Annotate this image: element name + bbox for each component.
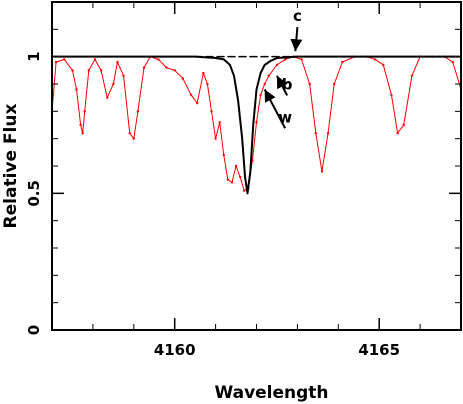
observed-spectrum-point — [390, 93, 393, 97]
observed-spectrum-point — [93, 58, 97, 61]
y-tick-label: 0 — [25, 325, 43, 335]
observed-spectrum-point — [255, 121, 258, 124]
x-tick-label: 4165 — [358, 341, 400, 359]
observed-spectrum-point — [136, 110, 140, 113]
observed-spectrum-point — [402, 123, 405, 127]
observed-spectrum-point — [71, 69, 74, 72]
observed-spectrum-point — [206, 82, 209, 86]
y-tick-label: 0.5 — [25, 180, 43, 207]
annotation-arrow-b — [276, 75, 289, 96]
observed-spectrum-point — [382, 63, 385, 67]
series-layer — [50, 55, 463, 195]
observed-spectrum-point — [189, 93, 193, 97]
observed-spectrum-point — [122, 74, 125, 78]
observed-spectrum-point — [173, 69, 176, 72]
observed-spectrum-point — [87, 69, 91, 72]
observed-spectrum-point — [308, 82, 311, 86]
x-axis-label: Wavelength — [214, 383, 328, 403]
annotation-arrow-w — [263, 89, 287, 129]
observed-spectrum-point — [218, 121, 221, 124]
observed-spectrum-point — [157, 58, 160, 61]
observed-spectrum-point — [267, 74, 270, 78]
annotation-label-c: c — [293, 7, 302, 25]
observed-spectrum-point — [396, 132, 399, 135]
y-axis-label: Relative Flux — [1, 104, 21, 229]
observed-spectrum-point — [214, 137, 217, 140]
observed-spectrum-point — [283, 58, 287, 61]
observed-spectrum-point — [373, 58, 377, 61]
observed-spectrum-point — [238, 175, 242, 179]
observed-spectrum-point — [202, 71, 205, 75]
observed-spectrum-point — [79, 123, 82, 127]
observed-spectrum-point — [128, 132, 131, 135]
annotation-layer: c bw — [263, 7, 303, 129]
observed-spectrum-point — [314, 132, 318, 135]
observed-spectrum-point — [112, 82, 115, 86]
observed-spectrum-point — [300, 58, 303, 61]
observed-spectrum-point — [99, 69, 103, 72]
annotation-arrow-c — [290, 27, 303, 52]
plot-frame — [51, 1, 462, 331]
observed-spectrum-point — [54, 60, 58, 64]
annotation-label-b: b — [282, 75, 293, 93]
observed-spectrum-point — [263, 82, 266, 86]
observed-spectrum-point — [410, 74, 414, 78]
observed-spectrum-point — [142, 66, 146, 69]
observed-spectrum-point — [210, 110, 213, 113]
observed-spectrum-point — [259, 93, 262, 97]
annotation-label-w: w — [278, 108, 292, 126]
observed-spectrum-point — [234, 164, 238, 168]
observed-spectrum-point — [75, 88, 78, 91]
observed-spectrum-point — [83, 110, 86, 113]
y-tick-label: 1 — [25, 51, 43, 61]
observed-spectrum-point — [333, 82, 336, 86]
observed-spectrum-point — [116, 60, 119, 64]
observed-spectrum-point — [195, 101, 199, 105]
x-tick-label: 4160 — [154, 341, 196, 359]
observed-spectrum-point — [230, 181, 234, 184]
observed-spectrum-point — [106, 96, 109, 99]
observed-spectrum-point — [132, 137, 135, 140]
observed-spectrum-point — [181, 77, 185, 80]
observed-spectrum-point — [63, 58, 66, 61]
observed-spectrum-point — [81, 132, 84, 135]
model-spectrum-line — [51, 55, 462, 195]
observed-spectrum-point — [243, 189, 246, 192]
observed-spectrum-point — [326, 132, 330, 135]
observed-spectrum-point — [275, 63, 279, 67]
observed-spectrum-point — [451, 60, 455, 64]
observed-spectrum-point — [165, 66, 168, 69]
observed-spectrum-point — [222, 153, 225, 157]
observed-spectrum-point — [226, 178, 230, 181]
observed-spectrum-point — [320, 170, 324, 173]
observed-spectrum-point — [341, 60, 344, 64]
